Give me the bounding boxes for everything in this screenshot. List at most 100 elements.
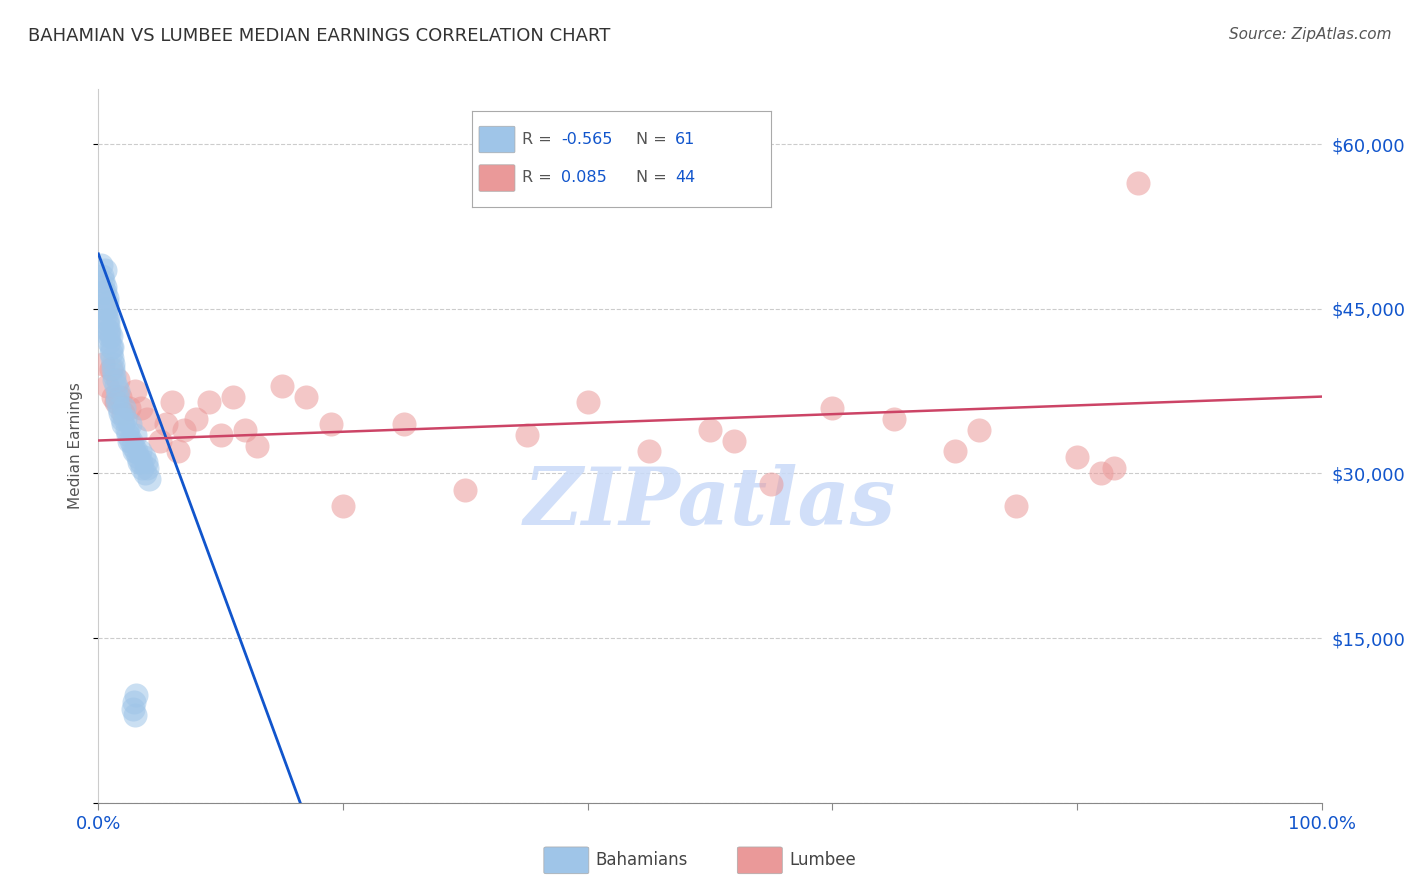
Point: [94, 307, 117, 321]
Point: [103, 368, 125, 382]
Point: [115, 423, 138, 437]
Text: ZIPatlas: ZIPatlas: [524, 465, 896, 541]
Point: [96, 291, 118, 305]
Text: BAHAMIAN VS LUMBEE MEDIAN EARNINGS CORRELATION CHART: BAHAMIAN VS LUMBEE MEDIAN EARNINGS CORRE…: [28, 27, 610, 45]
Point: [1128, 176, 1150, 190]
Point: [167, 444, 190, 458]
Point: [155, 417, 177, 431]
Point: [94, 301, 117, 316]
Point: [93, 285, 115, 300]
Point: [723, 434, 745, 448]
Point: [122, 695, 145, 709]
Point: [111, 417, 134, 431]
Point: [110, 390, 132, 404]
Point: [128, 455, 150, 469]
Point: [98, 329, 121, 343]
Point: [136, 461, 159, 475]
Point: [160, 395, 183, 409]
Text: 0.085: 0.085: [561, 170, 607, 185]
Point: [134, 467, 156, 481]
Text: N =: N =: [637, 170, 672, 185]
Text: 61: 61: [675, 131, 696, 146]
Point: [107, 384, 129, 398]
Point: [124, 384, 146, 398]
Point: [638, 444, 661, 458]
Point: [129, 444, 152, 458]
Point: [186, 411, 208, 425]
Point: [1102, 461, 1125, 475]
Point: [96, 312, 118, 326]
Text: N =: N =: [637, 131, 672, 146]
Point: [136, 411, 159, 425]
Point: [454, 483, 477, 497]
FancyBboxPatch shape: [544, 847, 589, 874]
Point: [122, 444, 145, 458]
Point: [1004, 500, 1026, 514]
Text: R =: R =: [523, 131, 557, 146]
Text: 44: 44: [675, 170, 696, 185]
Point: [332, 500, 354, 514]
Point: [91, 357, 114, 371]
Point: [246, 439, 269, 453]
Point: [121, 702, 143, 716]
Point: [96, 296, 118, 310]
Point: [114, 411, 136, 425]
Point: [91, 274, 114, 288]
Point: [129, 401, 152, 415]
Point: [209, 428, 232, 442]
FancyBboxPatch shape: [479, 127, 515, 153]
Text: Bahamians: Bahamians: [596, 851, 688, 870]
Point: [90, 258, 112, 272]
Point: [108, 401, 131, 415]
Point: [104, 395, 127, 409]
Point: [270, 378, 294, 392]
Y-axis label: Median Earnings: Median Earnings: [67, 383, 83, 509]
Point: [135, 455, 157, 469]
Point: [94, 301, 117, 316]
Point: [100, 340, 122, 354]
Point: [173, 423, 195, 437]
Point: [197, 395, 219, 409]
Point: [101, 390, 124, 404]
Point: [101, 340, 124, 354]
Point: [149, 434, 172, 448]
Point: [93, 280, 115, 294]
Point: [100, 345, 122, 359]
Point: [98, 334, 121, 349]
Point: [93, 263, 115, 277]
FancyBboxPatch shape: [479, 165, 515, 191]
Point: [233, 423, 256, 437]
Text: R =: R =: [523, 170, 557, 185]
Point: [118, 434, 141, 448]
Point: [111, 406, 134, 420]
Point: [103, 373, 125, 387]
Point: [98, 324, 121, 338]
Point: [576, 395, 599, 409]
Point: [112, 401, 135, 415]
Point: [883, 411, 905, 425]
Point: [110, 406, 132, 420]
Point: [91, 268, 114, 283]
Point: [101, 362, 124, 376]
Point: [1066, 450, 1088, 464]
Point: [105, 395, 128, 409]
Point: [97, 318, 120, 333]
Point: [131, 461, 153, 475]
Point: [125, 688, 148, 702]
Point: [821, 401, 844, 415]
Point: [129, 455, 152, 469]
Point: [118, 401, 141, 415]
Point: [1090, 467, 1112, 481]
Point: [515, 428, 537, 442]
Point: [222, 390, 245, 404]
Point: [124, 428, 146, 442]
Point: [295, 390, 318, 404]
Point: [111, 411, 134, 425]
FancyBboxPatch shape: [737, 847, 782, 874]
Point: [97, 312, 120, 326]
Text: Lumbee: Lumbee: [789, 851, 856, 870]
Point: [97, 324, 120, 338]
Point: [699, 423, 721, 437]
Point: [120, 434, 142, 448]
Point: [104, 378, 127, 392]
